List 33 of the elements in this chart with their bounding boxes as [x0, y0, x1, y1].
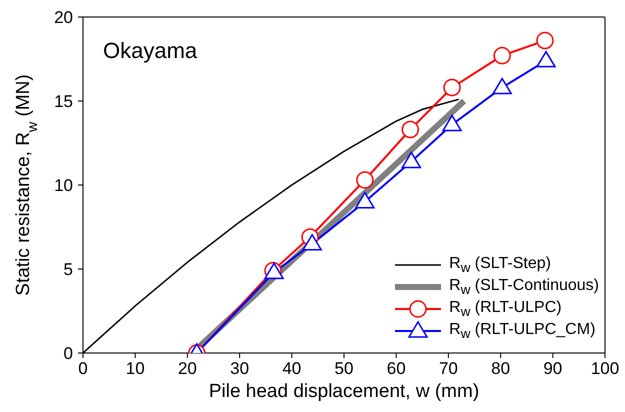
y-tick-label: 10 — [54, 176, 73, 196]
point — [356, 171, 374, 189]
x-tick-label: 20 — [178, 359, 197, 378]
legend-label: R$_{w}$ (SLT-Continuous) — [449, 276, 599, 298]
point — [536, 50, 556, 68]
x-tick-label: 50 — [334, 359, 354, 378]
point — [302, 234, 322, 251]
point — [536, 32, 554, 50]
x-tick-label: 70 — [438, 359, 458, 378]
x-tick-label: 80 — [491, 359, 510, 378]
point — [493, 46, 511, 64]
point — [442, 114, 462, 132]
point — [492, 78, 512, 94]
x-tick-label: 100 — [590, 359, 620, 378]
point — [402, 120, 420, 138]
y-tick-label: 15 — [54, 92, 73, 112]
point — [443, 78, 461, 96]
x-tick-label: 0 — [78, 359, 88, 378]
legend-label: R$_{w}$ (SLT-Step) — [449, 254, 551, 276]
x-tick-label: 30 — [230, 359, 250, 378]
x-tick-label: 60 — [386, 359, 406, 378]
x-axis-title: Pile head displacement, w (mm) — [208, 381, 480, 402]
point — [402, 152, 422, 168]
y-tick-label: 20 — [54, 8, 73, 28]
x-tick-label: 40 — [282, 359, 302, 378]
x-tick-label: 10 — [126, 359, 145, 378]
x-tick-label: 90 — [543, 359, 562, 378]
text: Okayama — [103, 38, 198, 63]
y-tick-label: 5 — [64, 260, 73, 280]
y-tick-label: 0 — [64, 344, 73, 364]
legend-label: R$_{w}$ (RLT-ULPC) — [449, 298, 562, 320]
point — [355, 192, 375, 209]
legend-label: R$_{w}$ (RLT-ULPC_CM) — [449, 320, 596, 342]
